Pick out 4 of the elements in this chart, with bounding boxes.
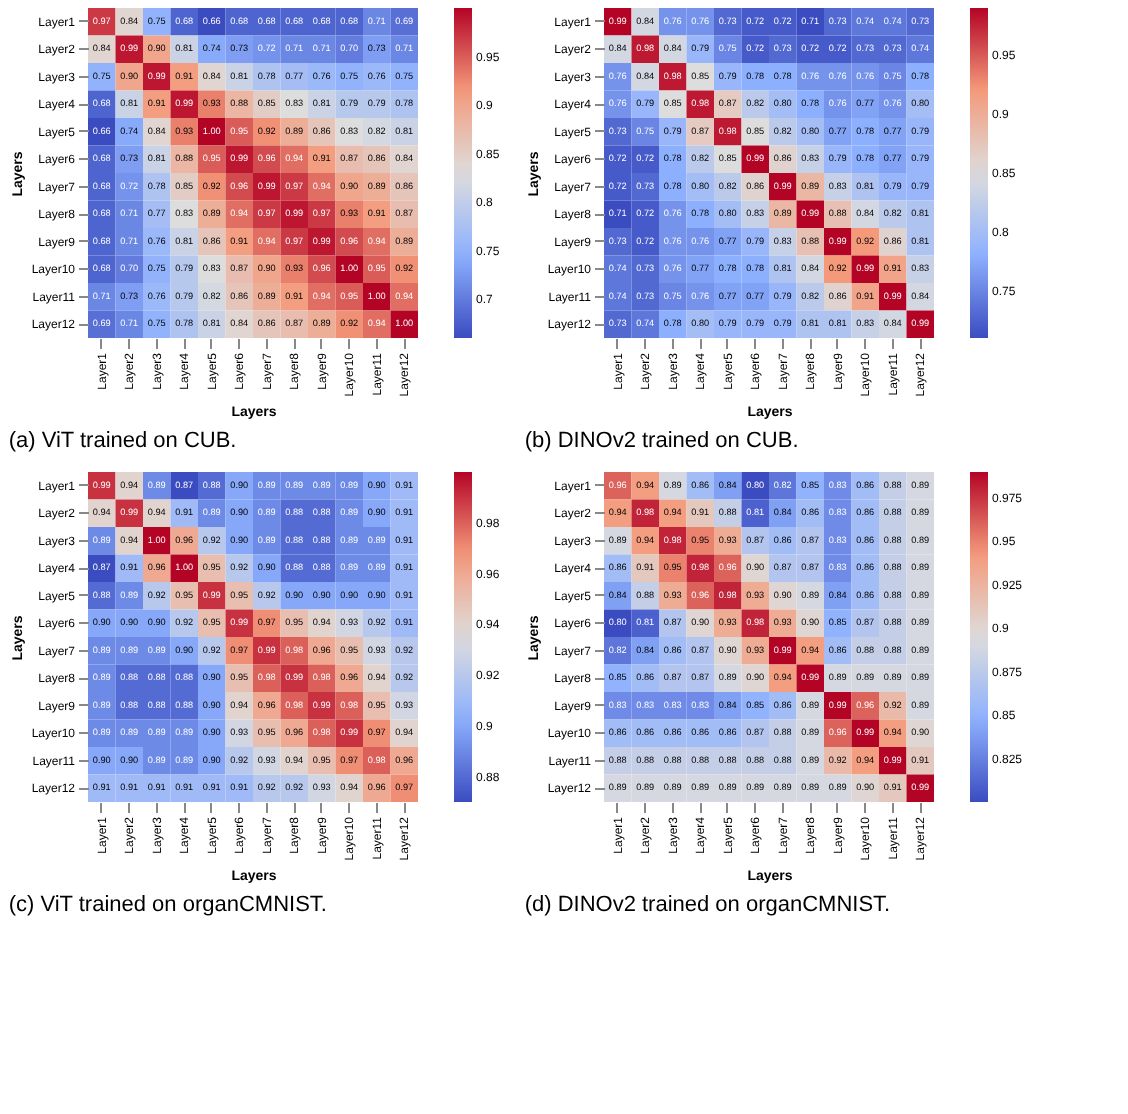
text: (d) DINOv2 trained on organCMNIST.: [524, 893, 891, 918]
text: (b) DINOv2 trained on CUB.: [524, 429, 799, 454]
text: (a) ViT trained on CUB.: [8, 429, 237, 454]
text: (c) ViT trained on organCMNIST.: [8, 893, 327, 918]
